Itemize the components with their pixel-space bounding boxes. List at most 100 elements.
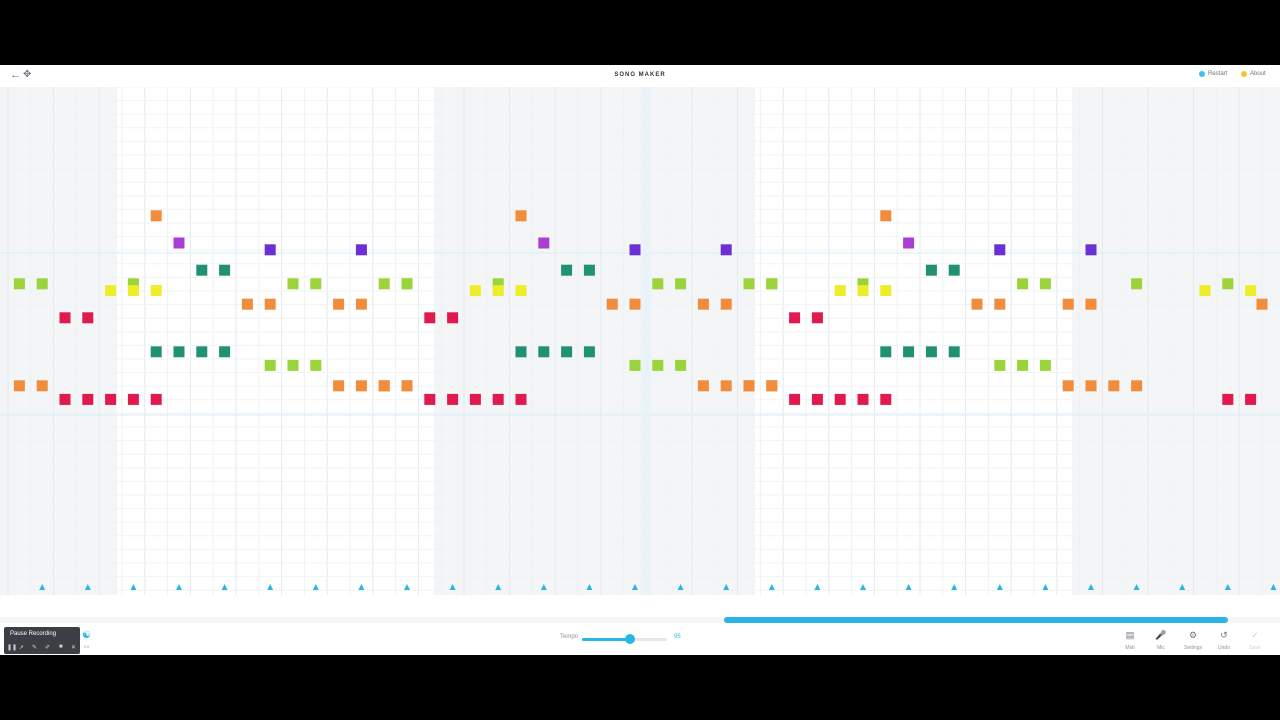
note-cell[interactable]	[880, 346, 892, 358]
rhythm-triangle[interactable]	[130, 584, 137, 590]
note-cell[interactable]	[880, 285, 892, 297]
note-cell[interactable]	[150, 285, 162, 297]
mic-button[interactable]: 🎤 Mic	[1147, 629, 1175, 651]
note-cell[interactable]	[1131, 278, 1143, 290]
note-cell[interactable]	[515, 210, 527, 222]
rhythm-triangle[interactable]	[404, 584, 410, 590]
note-cell[interactable]	[264, 298, 276, 310]
note-cell[interactable]	[971, 298, 983, 310]
note-cell[interactable]	[606, 298, 618, 310]
note-cell[interactable]	[743, 380, 755, 392]
note-cell[interactable]	[1222, 278, 1234, 290]
note-cell[interactable]	[675, 278, 687, 290]
note-cell[interactable]	[173, 237, 185, 249]
note-cell[interactable]	[720, 380, 732, 392]
note-cell[interactable]	[948, 346, 960, 358]
note-cell[interactable]	[629, 359, 641, 371]
note-cell[interactable]	[219, 264, 231, 276]
note-cell[interactable]	[1039, 359, 1051, 371]
rhythm-triangle[interactable]	[1133, 584, 1140, 590]
note-cell[interactable]	[811, 312, 823, 324]
note-cell[interactable]	[629, 298, 641, 310]
marker-icon[interactable]: ✐	[45, 645, 51, 651]
note-cell[interactable]	[1085, 380, 1097, 392]
note-cell[interactable]	[857, 285, 869, 297]
note-cell[interactable]	[1245, 285, 1257, 297]
rhythm-triangle[interactable]	[267, 584, 274, 590]
tempo-slider-handle[interactable]	[624, 634, 635, 644]
note-cell[interactable]	[424, 393, 436, 405]
midi-button[interactable]: ▤ Midi	[1116, 629, 1144, 651]
note-cell[interactable]	[492, 393, 504, 405]
note-cell[interactable]	[333, 298, 345, 310]
rhythm-triangle[interactable]	[677, 584, 684, 590]
note-cell[interactable]	[903, 346, 915, 358]
note-cell[interactable]	[287, 278, 299, 290]
rhythm-triangle[interactable]	[312, 584, 319, 590]
note-cell[interactable]	[150, 346, 162, 358]
note-cell[interactable]	[378, 278, 390, 290]
note-cell[interactable]	[720, 298, 732, 310]
settings-button[interactable]: ⚙ Settings	[1179, 629, 1207, 651]
note-cell[interactable]	[333, 380, 345, 392]
note-cell[interactable]	[401, 380, 413, 392]
note-cell[interactable]	[492, 285, 504, 297]
note-cell[interactable]	[697, 380, 709, 392]
note-cell[interactable]	[82, 312, 94, 324]
instrument-icon[interactable]: ☯	[82, 630, 91, 641]
rhythm-triangle[interactable]	[905, 584, 912, 590]
note-cell[interactable]	[652, 359, 664, 371]
note-cell[interactable]	[105, 393, 117, 405]
rhythm-triangle[interactable]	[814, 584, 821, 590]
note-cell[interactable]	[241, 298, 253, 310]
note-cell[interactable]	[219, 346, 231, 358]
pen-icon[interactable]: ✎	[32, 645, 38, 651]
note-cell[interactable]	[720, 244, 732, 256]
note-cell[interactable]	[1062, 298, 1074, 310]
note-grid[interactable]	[0, 87, 1280, 595]
note-cell[interactable]	[515, 285, 527, 297]
rhythm-triangle[interactable]	[1179, 584, 1186, 590]
rhythm-triangle[interactable]	[1042, 584, 1049, 590]
rhythm-triangle[interactable]	[1088, 584, 1094, 590]
note-cell[interactable]	[310, 278, 322, 290]
rhythm-triangle[interactable]	[495, 584, 502, 590]
note-cell[interactable]	[82, 393, 94, 405]
note-cell[interactable]	[447, 393, 459, 405]
note-cell[interactable]	[355, 298, 367, 310]
note-cell[interactable]	[1039, 278, 1051, 290]
rhythm-triangle[interactable]	[84, 584, 91, 590]
note-cell[interactable]	[127, 393, 139, 405]
rhythm-triangle[interactable]	[996, 584, 1003, 590]
note-cell[interactable]	[1256, 298, 1268, 310]
note-cell[interactable]	[355, 244, 367, 256]
note-cell[interactable]	[789, 312, 801, 324]
rhythm-triangle[interactable]	[449, 584, 456, 590]
note-cell[interactable]	[697, 298, 709, 310]
note-cell[interactable]	[310, 359, 322, 371]
note-cell[interactable]	[1085, 298, 1097, 310]
note-cell[interactable]	[515, 346, 527, 358]
note-cell[interactable]	[13, 278, 25, 290]
note-cell[interactable]	[105, 285, 117, 297]
note-cell[interactable]	[378, 380, 390, 392]
rhythm-triangle[interactable]	[540, 584, 547, 590]
note-cell[interactable]	[880, 210, 892, 222]
note-cell[interactable]	[264, 359, 276, 371]
note-cell[interactable]	[447, 312, 459, 324]
rhythm-triangle[interactable]	[768, 584, 775, 590]
video-icon[interactable]: ■	[59, 644, 63, 650]
note-cell[interactable]	[834, 393, 846, 405]
note-cell[interactable]	[1222, 393, 1234, 405]
rhythm-triangle[interactable]	[586, 584, 593, 590]
note-cell[interactable]	[150, 393, 162, 405]
close-icon[interactable]: ✕	[71, 645, 77, 651]
rhythm-triangle[interactable]	[358, 584, 365, 590]
note-cell[interactable]	[857, 393, 869, 405]
note-cell[interactable]	[994, 298, 1006, 310]
note-cell[interactable]	[264, 244, 276, 256]
note-cell[interactable]	[834, 285, 846, 297]
note-cell[interactable]	[1085, 244, 1097, 256]
note-cell[interactable]	[287, 359, 299, 371]
note-cell[interactable]	[857, 278, 869, 290]
